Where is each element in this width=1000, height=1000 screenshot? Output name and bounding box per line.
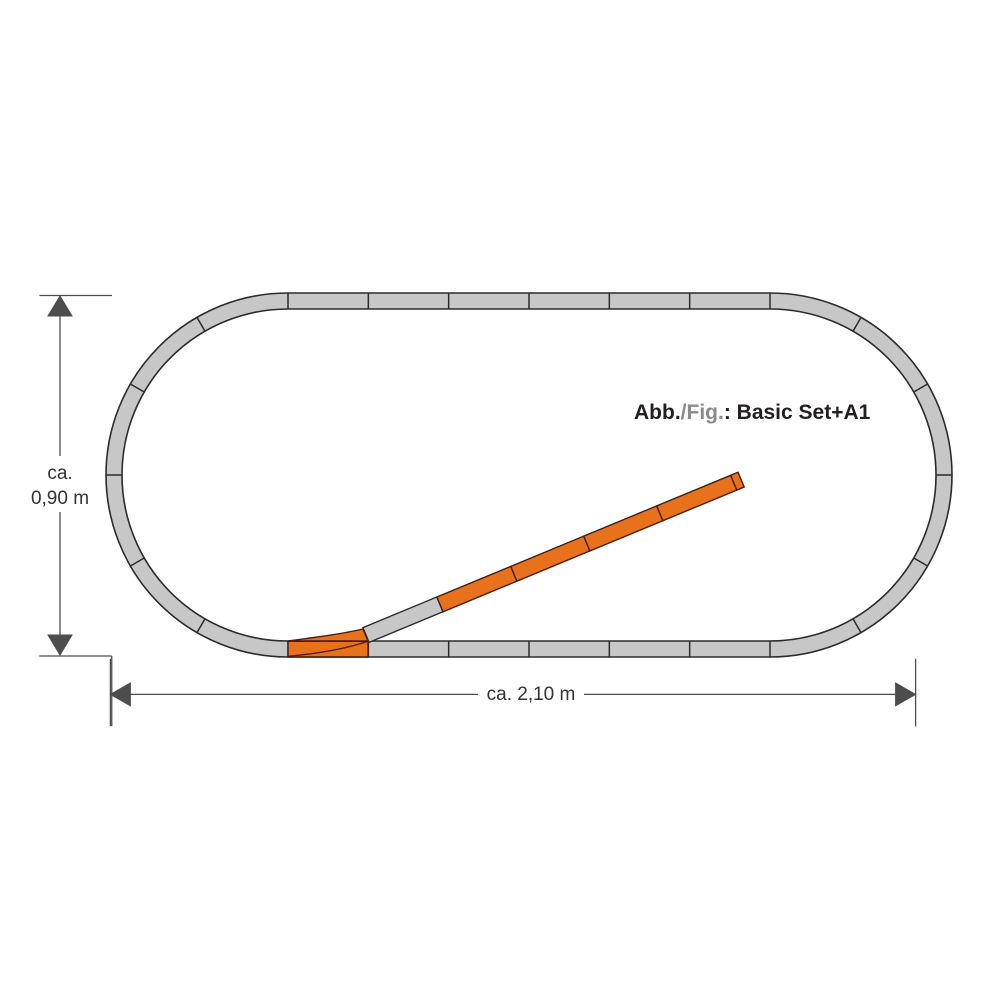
svg-text:Abb./Fig.: Basic Set+A1: Abb./Fig.: Basic Set+A1 [634, 401, 871, 424]
svg-text:ca. 2,10 m: ca. 2,10 m [487, 684, 576, 705]
svg-text:0,90 m: 0,90 m [31, 488, 89, 509]
svg-text:ca.: ca. [47, 463, 72, 484]
